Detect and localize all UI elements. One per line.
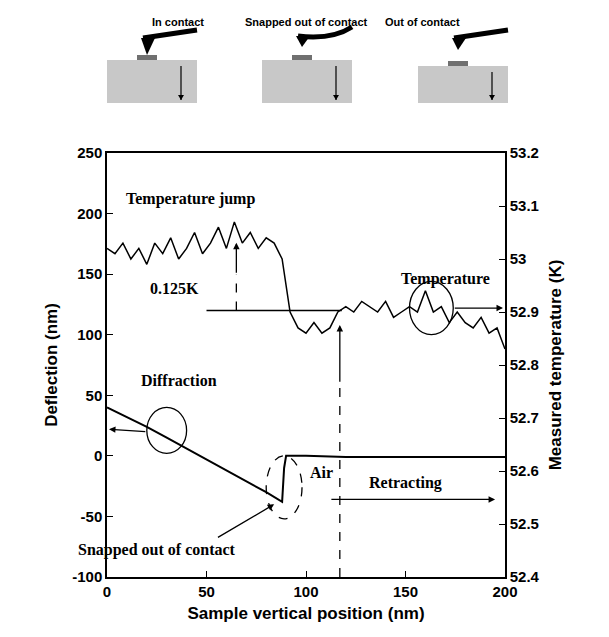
svg-text:Diffraction: Diffraction xyxy=(141,372,217,389)
svg-text:52.4: 52.4 xyxy=(510,568,540,585)
svg-text:50: 50 xyxy=(86,387,103,404)
svg-text:100: 100 xyxy=(293,583,318,600)
svg-text:Sample vertical position (nm): Sample vertical position (nm) xyxy=(187,604,424,623)
svg-text:150: 150 xyxy=(393,583,418,600)
svg-text:Temperature: Temperature xyxy=(401,270,490,288)
svg-text:Deflection (nm): Deflection (nm) xyxy=(42,303,61,427)
svg-text:200: 200 xyxy=(492,583,517,600)
svg-text:52.7: 52.7 xyxy=(510,409,539,426)
svg-text:0.125K: 0.125K xyxy=(150,280,199,297)
svg-text:53.1: 53.1 xyxy=(510,197,539,214)
svg-text:-100: -100 xyxy=(72,568,102,585)
svg-text:-50: -50 xyxy=(81,508,103,525)
svg-text:Snapped out of contact: Snapped out of contact xyxy=(245,16,368,28)
svg-text:100: 100 xyxy=(77,326,102,343)
svg-text:0: 0 xyxy=(103,583,111,600)
svg-text:52.8: 52.8 xyxy=(510,356,539,373)
svg-text:Temperature jump: Temperature jump xyxy=(126,190,255,208)
svg-text:200: 200 xyxy=(77,205,102,222)
svg-text:0: 0 xyxy=(94,447,102,464)
svg-text:250: 250 xyxy=(77,144,102,161)
svg-text:53.2: 53.2 xyxy=(510,144,539,161)
svg-text:53: 53 xyxy=(510,250,527,267)
svg-text:Measured temperature (K): Measured temperature (K) xyxy=(546,260,565,471)
svg-text:Retracting: Retracting xyxy=(369,474,442,492)
svg-text:150: 150 xyxy=(77,265,102,282)
svg-text:Air: Air xyxy=(310,464,333,481)
svg-text:In contact: In contact xyxy=(152,16,204,28)
svg-text:50: 50 xyxy=(198,583,215,600)
svg-text:52.9: 52.9 xyxy=(510,303,539,320)
svg-text:Snapped out of contact: Snapped out of contact xyxy=(78,541,236,559)
svg-text:52.5: 52.5 xyxy=(510,515,539,532)
svg-text:52.6: 52.6 xyxy=(510,462,539,479)
svg-text:Out of contact: Out of contact xyxy=(385,16,460,28)
